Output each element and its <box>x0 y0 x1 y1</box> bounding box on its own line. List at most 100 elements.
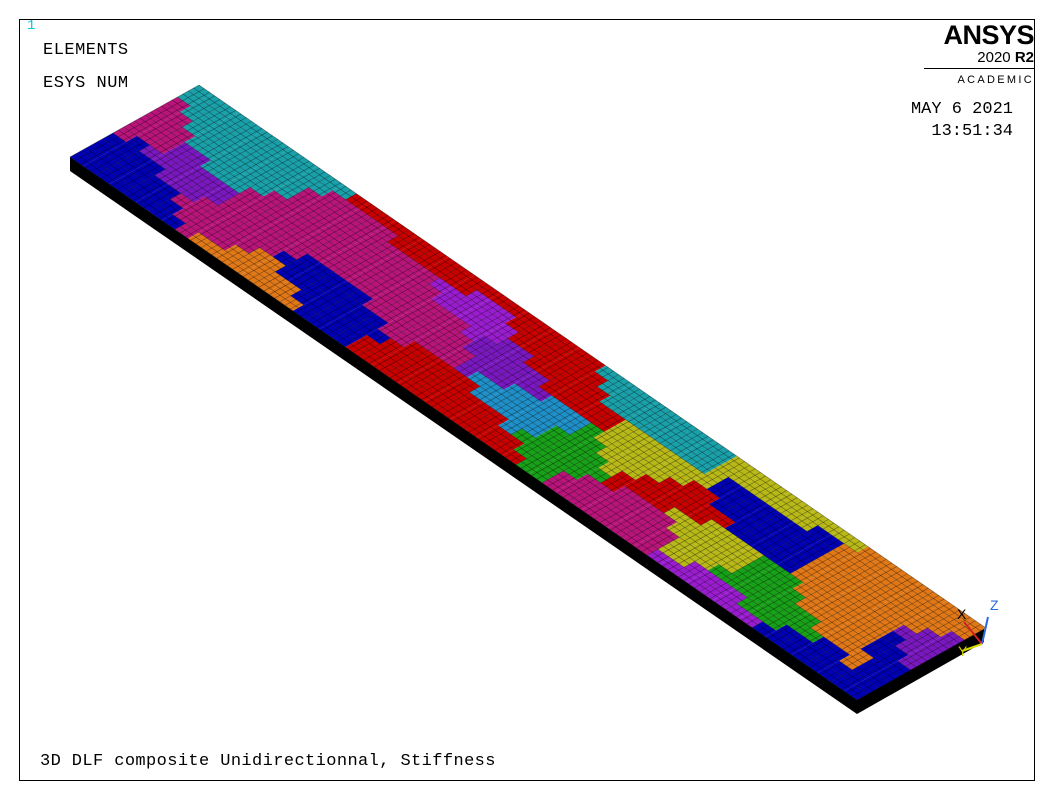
mesh-patch <box>158 118 183 134</box>
mesh-patch <box>355 253 379 269</box>
mesh-patch <box>147 124 172 140</box>
mesh-patch <box>538 380 563 396</box>
mesh-line-along <box>145 114 933 659</box>
mesh-patch <box>446 317 471 333</box>
mesh-patch <box>221 148 246 164</box>
mesh-line-across <box>688 511 819 585</box>
slab-thickness <box>70 157 984 714</box>
mesh-patch <box>625 413 650 429</box>
mesh-patch <box>253 130 278 146</box>
mesh-patch <box>547 359 571 375</box>
mesh-line-across <box>242 204 373 277</box>
mesh-line-across <box>468 359 598 433</box>
mesh-patch <box>452 281 477 297</box>
mesh-patch <box>374 226 399 242</box>
mesh-patch <box>877 600 902 616</box>
mesh-patch <box>276 199 301 215</box>
mesh-patch <box>852 663 877 679</box>
mesh-line-across <box>389 305 520 379</box>
mesh-patch <box>908 648 933 664</box>
mesh-patch <box>481 314 506 330</box>
mesh-patch <box>191 181 216 197</box>
mesh-patch <box>556 419 581 435</box>
mesh-patch <box>358 202 383 218</box>
mesh-patch <box>742 561 767 577</box>
mesh-patch <box>426 262 451 278</box>
mesh-patch <box>176 157 201 173</box>
mesh-patch <box>864 591 889 607</box>
mesh-patch <box>704 468 729 484</box>
mesh-patch <box>266 139 291 155</box>
mesh-patch <box>558 434 583 450</box>
mesh-patch <box>799 627 824 643</box>
mesh-patch <box>483 329 508 345</box>
mesh-patch <box>711 513 736 529</box>
mesh-patch <box>165 163 190 179</box>
mesh-patch <box>215 184 240 200</box>
mesh-patch <box>419 365 444 381</box>
mesh-patch <box>609 455 633 471</box>
mesh-patch <box>398 229 422 245</box>
mesh-patch <box>743 495 768 511</box>
mesh-patch <box>865 672 890 688</box>
mesh-patch <box>661 492 686 508</box>
mesh-patch <box>513 443 538 459</box>
plot-date: MAY 6 2021 <box>910 100 1013 119</box>
mesh-patch <box>847 633 872 649</box>
mesh-patch <box>654 446 679 462</box>
mesh-line-across <box>699 519 829 592</box>
mesh-patch <box>209 220 234 236</box>
mesh-line-across <box>447 345 577 418</box>
mesh-patch <box>463 422 488 438</box>
mesh-patch <box>389 250 414 266</box>
mesh-patch <box>188 85 213 101</box>
brand-name: ANSYS <box>943 20 1034 50</box>
mesh-patch <box>307 247 332 263</box>
mesh-patch <box>238 253 263 269</box>
mesh-patch <box>439 272 464 288</box>
mesh-patch <box>784 603 809 619</box>
mesh-patch <box>569 428 594 444</box>
mesh-patch <box>690 525 714 541</box>
mesh-patch <box>474 416 499 432</box>
mesh-patch <box>575 392 600 408</box>
mesh-patch <box>239 187 264 203</box>
mesh-patch <box>649 416 674 432</box>
mesh-patch <box>679 531 704 547</box>
mesh-patch <box>332 332 357 348</box>
mesh-patch <box>622 464 647 480</box>
mesh-patch <box>345 193 370 209</box>
mesh-patch <box>182 121 207 137</box>
mesh-patch <box>845 618 870 634</box>
mesh-line-along <box>171 99 960 644</box>
mesh-line-across <box>804 591 934 665</box>
mesh-patch <box>775 624 800 640</box>
mesh-patch <box>842 603 867 619</box>
mesh-patch <box>383 286 408 302</box>
mesh-patch <box>767 498 792 514</box>
mesh-patch <box>433 308 458 324</box>
mesh-patch <box>684 561 708 577</box>
mesh-patch <box>145 109 170 125</box>
mesh-line-across <box>374 294 504 368</box>
mesh-patch <box>641 437 666 453</box>
mesh-patch <box>610 389 635 405</box>
mesh-patch <box>854 678 879 694</box>
mesh-patch <box>714 528 738 544</box>
mesh-patch <box>102 133 127 149</box>
mesh-patch <box>849 648 874 664</box>
mesh-patch <box>454 362 478 378</box>
mesh-patch <box>521 422 546 438</box>
mesh-line-along <box>80 150 868 695</box>
mesh-patch <box>203 109 228 125</box>
mesh-patch <box>875 585 899 601</box>
mesh-patch <box>106 163 131 179</box>
plot-caption: 3D DLF composite Unidirectionnal, Stiffn… <box>40 752 496 771</box>
mesh-patch <box>324 205 349 221</box>
mesh-line-across <box>851 624 981 697</box>
mesh-patch <box>248 247 273 263</box>
mesh-patch <box>760 600 785 616</box>
mesh-patch <box>342 244 366 260</box>
mesh-patch <box>339 229 364 245</box>
mesh-patch <box>528 386 552 402</box>
